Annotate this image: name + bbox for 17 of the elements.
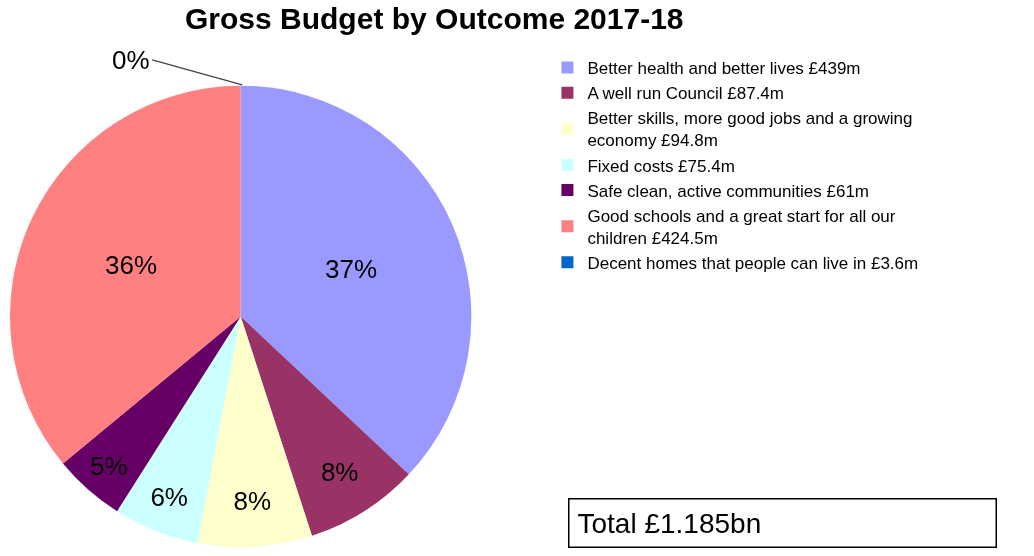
data-label: 8%	[320, 457, 359, 488]
data-label: 6%	[150, 482, 188, 513]
data-label: 5%	[89, 451, 128, 482]
legend-label: Better health and better lives £439m	[587, 59, 861, 79]
data-label: 36%	[105, 249, 158, 280]
text: 0%	[112, 45, 150, 75]
legend-label: A well run Council £87.4m	[587, 84, 784, 104]
legend-label: Better skills, more good jobs and a growing economy £94.8m	[587, 109, 913, 151]
pie-slice	[197, 316, 312, 547]
data-label: 8%	[233, 485, 272, 516]
chart-title: Gross Budget by Outcome 2017-18	[185, 2, 684, 36]
legend-label: Decent homes that people can live in £3.6m	[587, 253, 919, 273]
legend-label: Fixed costs £75.4m	[587, 156, 735, 176]
text: Total £1.185bn	[577, 507, 762, 539]
data-label: 37%	[325, 253, 378, 284]
legend-label: Good schools and a great start for all our children £424.5m	[587, 206, 896, 248]
legend-label: Safe clean, active communities £61m	[587, 181, 870, 201]
